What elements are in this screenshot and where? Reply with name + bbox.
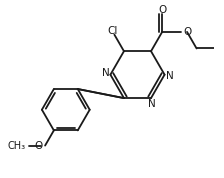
- Text: O: O: [34, 141, 43, 151]
- Text: Cl: Cl: [108, 26, 118, 36]
- Text: O: O: [183, 27, 191, 37]
- Text: N: N: [102, 68, 110, 78]
- Text: N: N: [166, 71, 174, 81]
- Text: N: N: [148, 100, 155, 109]
- Text: CH₃: CH₃: [7, 141, 25, 151]
- Text: O: O: [158, 5, 166, 15]
